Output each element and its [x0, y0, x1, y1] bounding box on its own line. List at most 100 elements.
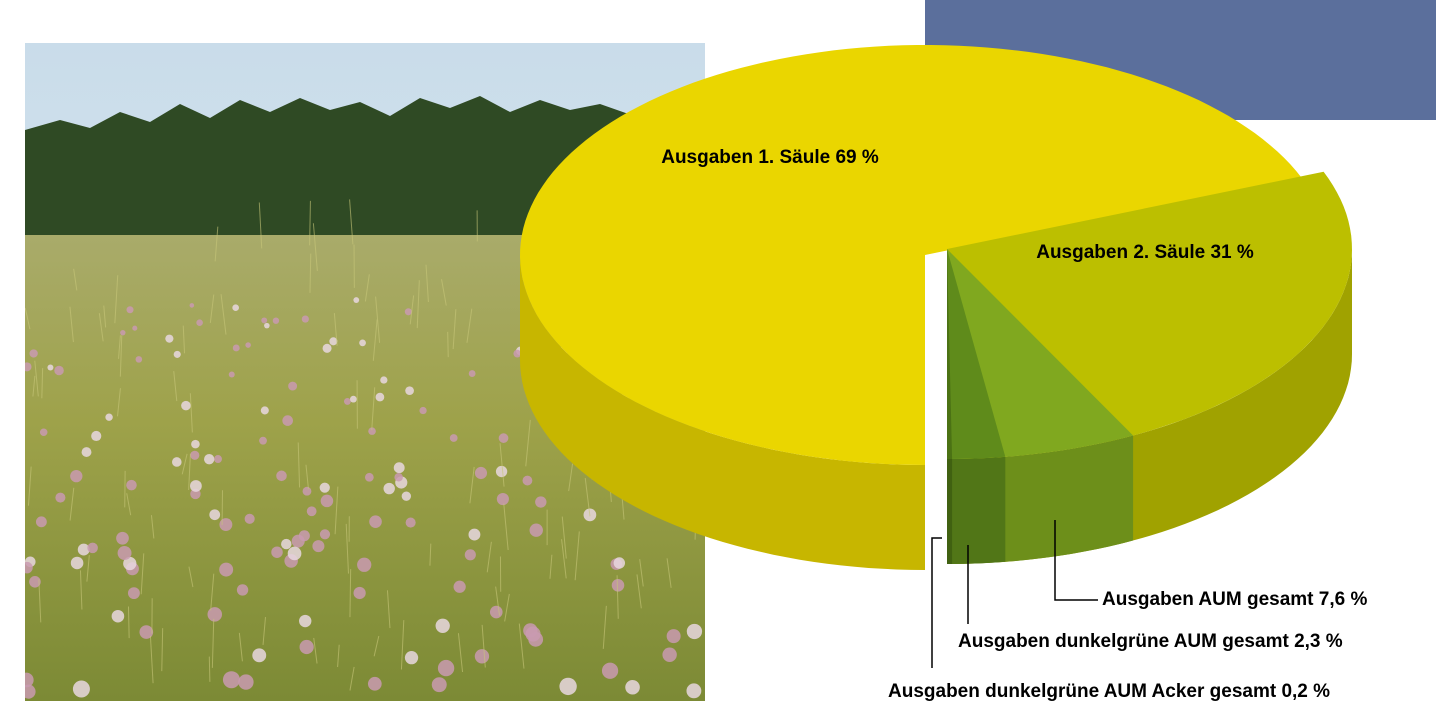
grass [666, 558, 672, 588]
flower [25, 684, 36, 699]
flower [288, 381, 298, 391]
flower [405, 386, 414, 396]
flower [171, 457, 182, 467]
flower [135, 356, 143, 363]
pie-slice [947, 249, 1006, 459]
grass [503, 503, 509, 551]
flower [54, 365, 64, 376]
grass [25, 307, 31, 330]
flower [662, 647, 677, 662]
flower [625, 679, 640, 695]
flower [394, 472, 403, 482]
leader-line [931, 537, 942, 668]
grass [373, 635, 380, 657]
flower [350, 395, 357, 403]
grass [457, 633, 464, 673]
flower [435, 618, 450, 633]
grass [188, 566, 194, 588]
flower [529, 523, 543, 537]
flower [116, 531, 129, 545]
flower [666, 629, 681, 644]
flower [525, 626, 541, 642]
flower [489, 605, 503, 619]
flower [219, 518, 233, 532]
flower [375, 392, 385, 402]
grass [504, 593, 510, 622]
flower [322, 343, 332, 353]
flower [139, 625, 154, 639]
grass [211, 618, 215, 668]
grass [309, 253, 312, 293]
grass [69, 306, 74, 343]
grass [98, 313, 104, 342]
flower [343, 397, 351, 405]
flower [498, 433, 509, 443]
grass [371, 387, 376, 431]
flower [276, 470, 287, 482]
grass [210, 573, 215, 611]
flower [127, 587, 140, 600]
flower [236, 584, 249, 596]
grass [214, 226, 219, 262]
grass [220, 294, 227, 335]
flower [319, 529, 331, 540]
flower [25, 362, 32, 372]
grass [429, 543, 432, 566]
flower [405, 517, 416, 528]
flower [320, 494, 334, 508]
flower [35, 516, 47, 528]
flower [393, 462, 405, 474]
flower [401, 491, 412, 501]
flower [190, 450, 200, 460]
flower [77, 543, 90, 556]
pie-side [520, 255, 925, 570]
flower [287, 546, 302, 561]
flower [291, 534, 305, 548]
flower [245, 342, 251, 348]
flower [81, 447, 92, 458]
grass [372, 319, 378, 361]
flower [368, 427, 376, 435]
flower [189, 303, 195, 308]
grass [469, 466, 475, 504]
grass [639, 559, 644, 587]
flower [367, 676, 382, 691]
flower [306, 506, 317, 517]
flower [173, 350, 181, 358]
leader-line [1054, 520, 1098, 601]
flower [281, 538, 292, 550]
flower [601, 662, 619, 679]
flower [431, 677, 447, 693]
flower [70, 556, 84, 570]
flower [319, 482, 330, 493]
flower [419, 406, 427, 415]
flower [686, 683, 702, 699]
grass [386, 590, 391, 629]
flower [105, 413, 113, 421]
flower [272, 317, 280, 324]
flower [111, 609, 125, 623]
grass [38, 579, 42, 623]
grass [549, 554, 553, 579]
flower [190, 480, 202, 492]
flower [380, 376, 388, 384]
slice-label: Ausgaben 2. Säule 31 % [1036, 242, 1254, 263]
flower [611, 579, 625, 592]
grass [574, 531, 580, 581]
grass [189, 393, 193, 433]
flower [449, 434, 458, 442]
flower [535, 496, 547, 508]
grass [238, 632, 243, 662]
flower [613, 557, 626, 569]
grass [525, 419, 531, 467]
pie-slice [947, 249, 1134, 459]
grass [313, 637, 318, 664]
grass [119, 335, 123, 377]
flower [301, 315, 309, 323]
flower [260, 406, 269, 415]
flower [25, 561, 33, 574]
flower [232, 304, 239, 312]
grass [150, 515, 155, 539]
flower [686, 623, 703, 640]
sub-slice-label: Ausgaben dunkelgrüne AUM gesamt 2,3 % [958, 631, 1343, 652]
